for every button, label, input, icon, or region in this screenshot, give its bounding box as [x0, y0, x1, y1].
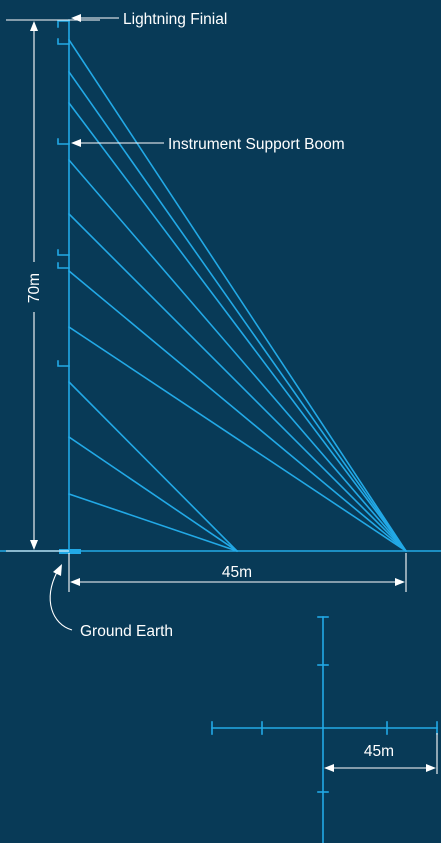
ground-earth-callout: Ground Earth — [49, 564, 173, 640]
plan-distance-label: 45m — [364, 743, 394, 760]
ground-distance-label: 45m — [222, 564, 252, 581]
boom-1 — [57, 38, 70, 45]
arrowhead-up — [30, 21, 38, 31]
arrowhead-left — [324, 764, 334, 772]
arrowhead-left — [71, 139, 81, 147]
arrowhead-down — [30, 540, 38, 550]
guy-wires-outer — [67, 38, 408, 553]
instrument-booms — [57, 38, 70, 367]
lightning-finial — [57, 20, 70, 28]
ground-earth-label: Ground Earth — [80, 623, 173, 640]
arrowhead-left — [71, 14, 81, 22]
guy-wire — [67, 325, 408, 553]
arrowhead-left — [70, 578, 80, 586]
mast — [57, 19, 70, 552]
ground-earth-plate — [59, 549, 81, 554]
boom-4 — [57, 262, 70, 269]
instrument-boom-callout: Instrument Support Boom — [71, 136, 345, 153]
plan-view — [211, 616, 438, 843]
lightning-finial-callout: Lightning Finial — [71, 11, 227, 28]
guy-wire — [67, 269, 408, 553]
ground-distance-dimension: 45m — [68, 553, 407, 592]
height-dimension: 70m — [6, 19, 100, 552]
guy-wire — [67, 70, 408, 553]
guy-wires-inner — [67, 380, 239, 553]
height-label: 70m — [26, 273, 43, 303]
guy-wire — [67, 38, 408, 553]
guy-wire — [67, 212, 408, 553]
guy-wire — [67, 380, 239, 553]
arrowhead — [53, 564, 62, 576]
height-label-bg — [20, 262, 48, 312]
guy-wire — [67, 435, 239, 553]
guy-wire — [67, 101, 408, 553]
arrowhead-right — [395, 578, 405, 586]
instrument-support-boom-label: Instrument Support Boom — [168, 136, 345, 153]
arrowhead-right — [426, 764, 436, 772]
boom-2 — [57, 138, 70, 145]
guy-wire — [67, 158, 408, 553]
guy-wire — [67, 492, 239, 553]
callout-curve — [49, 571, 73, 631]
lightning-finial-label: Lightning Finial — [123, 11, 227, 28]
boom-3 — [57, 249, 70, 256]
plan-distance-dimension: 45m — [324, 733, 438, 774]
boom-5 — [57, 360, 70, 367]
